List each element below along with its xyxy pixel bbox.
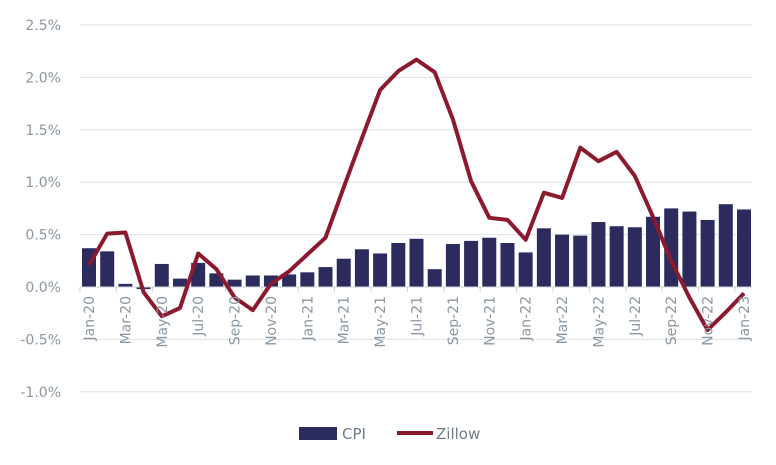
- cpi-bar: [718, 204, 733, 287]
- zillow-line-group: [87, 57, 746, 332]
- cpi-bar: [445, 244, 460, 287]
- cpi-bar: [100, 251, 115, 287]
- x-tick-label: Sep-22: [664, 296, 680, 345]
- x-tick-label: Jul-21: [410, 296, 426, 337]
- x-tick-label: Nov-22: [701, 296, 717, 346]
- cpi-bar: [737, 209, 751, 287]
- x-tick-label: May-21: [373, 296, 389, 348]
- x-tick-label: Nov-21: [482, 296, 498, 346]
- gridlines: [80, 24, 752, 393]
- cpi-bar: [391, 242, 406, 287]
- legend-swatch-cpi: [299, 427, 337, 440]
- cpi-bar: [282, 274, 297, 287]
- cpi-bar: [627, 227, 642, 287]
- x-tick-label: Jul-22: [628, 296, 644, 337]
- cpi-bar: [573, 235, 588, 287]
- x-tick-label: Nov-20: [264, 296, 280, 346]
- cpi-bar: [409, 238, 424, 287]
- cpi-bar: [245, 275, 260, 287]
- x-tick-label: Mar-22: [555, 296, 571, 344]
- y-axis: 2.5% 2.0% 1.5% 1.0% 0.5% 0.0% -0.5% -1.0%: [20, 18, 61, 401]
- zillow-line: [87, 57, 746, 332]
- cpi-bar: [700, 219, 715, 287]
- y-tick-label: 1.5%: [25, 123, 61, 139]
- legend-label-zillow: Zillow: [436, 425, 480, 443]
- cpi-bar: [518, 252, 533, 287]
- x-tick-label: Jan-22: [519, 296, 535, 341]
- y-tick-label: 2.5%: [25, 18, 61, 34]
- y-tick-label: -0.5%: [20, 332, 61, 348]
- cpi-bar: [300, 272, 315, 287]
- cpi-bar: [373, 253, 388, 287]
- cpi-bar: [427, 269, 442, 287]
- cpi-bar: [227, 279, 242, 287]
- x-tick-label: Jul-20: [191, 296, 207, 337]
- cpi-bars: [82, 204, 751, 290]
- cpi-bar: [482, 237, 497, 287]
- x-tick-label: Mar-20: [118, 296, 134, 344]
- cpi-bar: [263, 275, 278, 287]
- cpi-bar: [555, 234, 570, 287]
- x-tick-label: Sep-20: [228, 296, 244, 345]
- x-tick-label: Mar-21: [337, 296, 353, 344]
- cpi-bar: [336, 258, 351, 287]
- x-axis: [79, 286, 752, 292]
- cpi-bar: [609, 226, 624, 287]
- x-tick-label: Sep-21: [446, 296, 462, 345]
- cpi-bar: [591, 222, 606, 287]
- cpi-bar: [646, 216, 661, 287]
- cpi-bar: [318, 267, 333, 287]
- x-tick-label: Jan-20: [82, 296, 98, 341]
- x-tick-labels: Jan-20 Mar-20 May-20 Jul-20 Sep-20 Nov-20 Jan-…: [82, 296, 753, 348]
- y-tick-label: -1.0%: [20, 385, 61, 401]
- cpi-bar: [682, 211, 697, 287]
- cpi-bar: [354, 249, 369, 287]
- y-tick-label: 0.5%: [25, 228, 61, 244]
- cpi-bar: [536, 228, 551, 287]
- cpi-bar: [118, 283, 133, 287]
- cpi-bar: [172, 278, 187, 287]
- y-tick-label: 1.0%: [25, 175, 61, 191]
- x-tick-label: May-20: [155, 296, 171, 348]
- legend: CPI Zillow: [299, 425, 480, 443]
- x-tick-label: Jan-23: [737, 296, 753, 341]
- y-tick-label: 2.0%: [25, 70, 61, 86]
- cpi-bar: [464, 240, 479, 287]
- y-tick-label: 0.0%: [25, 280, 61, 296]
- cpi-bar: [500, 242, 515, 287]
- legend-label-cpi: CPI: [342, 425, 366, 443]
- cpi-bar: [154, 263, 169, 287]
- x-tick-label: May-22: [591, 296, 607, 348]
- x-tick-label: Jan-21: [300, 296, 316, 341]
